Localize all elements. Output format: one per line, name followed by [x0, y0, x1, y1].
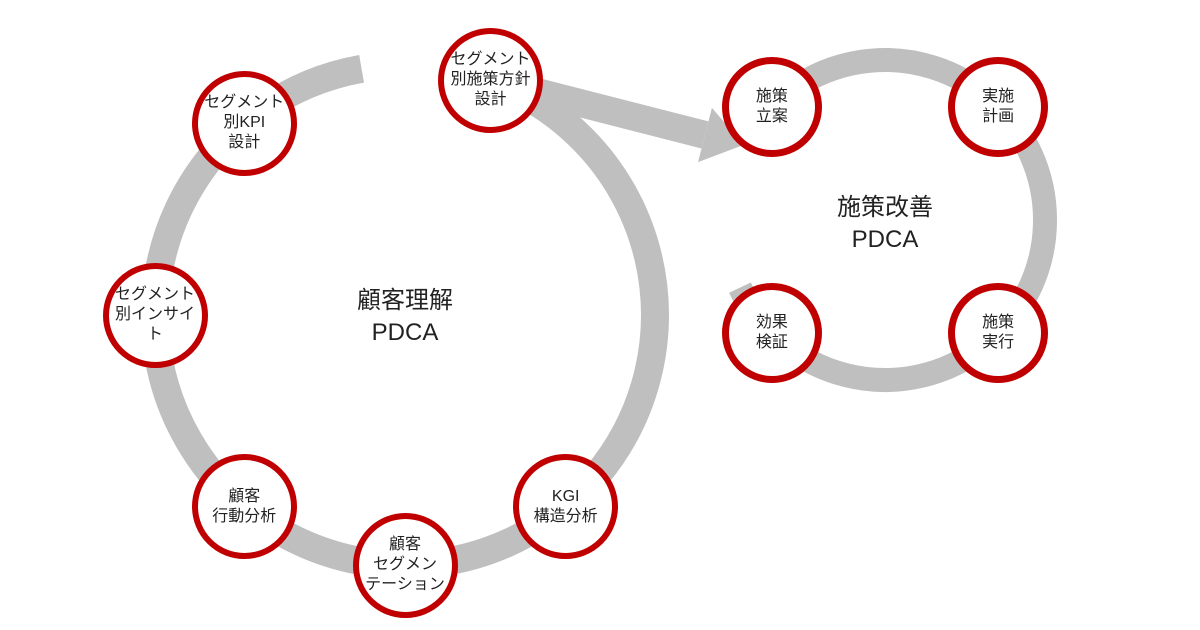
- small-cycle-node-do: 施策 実行: [948, 283, 1048, 383]
- small-cycle-node-plan: 施策 立案: [722, 57, 822, 157]
- big-cycle-node-label: KGI 構造分析: [534, 487, 598, 527]
- big-cycle-node-behavior: 顧客 行動分析: [192, 454, 297, 559]
- big-cycle-node-label: セグメント 別KPI 設計: [204, 93, 284, 153]
- big-cycle-node-kpi-design: セグメント 別KPI 設計: [192, 71, 297, 176]
- big-cycle-node-segmentation: 顧客 セグメン テーション: [353, 513, 458, 618]
- pdca-diagram: 顧客理解 PDCA 施策改善 PDCA セグメント 別施策方針 設計 KGI 構造…: [0, 0, 1200, 630]
- big-cycle-node-kgi-analysis: KGI 構造分析: [513, 454, 618, 559]
- small-cycle-node-schedule: 実施 計画: [948, 57, 1048, 157]
- big-cycle-node-insight: セグメント 別インサイ ト: [103, 263, 208, 368]
- small-cycle-node-label: 施策 実行: [982, 313, 1014, 353]
- small-cycle-node-label: 効果 検証: [756, 313, 788, 353]
- big-cycle-center-label: 顧客理解 PDCA: [305, 285, 505, 350]
- small-cycle-center-label: 施策改善 PDCA: [795, 192, 975, 257]
- small-cycle-node-label: 施策 立案: [756, 87, 788, 127]
- big-cycle-node-policy-design: セグメント 別施策方針 設計: [438, 28, 543, 133]
- big-cycle-node-label: セグメント 別インサイ ト: [115, 285, 195, 345]
- small-cycle-node-check: 効果 検証: [722, 283, 822, 383]
- big-cycle-node-label: 顧客 セグメン テーション: [365, 535, 445, 595]
- big-cycle-node-label: 顧客 行動分析: [212, 487, 276, 527]
- small-cycle-node-label: 実施 計画: [982, 87, 1014, 127]
- big-cycle-node-label: セグメント 別施策方針 設計: [450, 50, 530, 110]
